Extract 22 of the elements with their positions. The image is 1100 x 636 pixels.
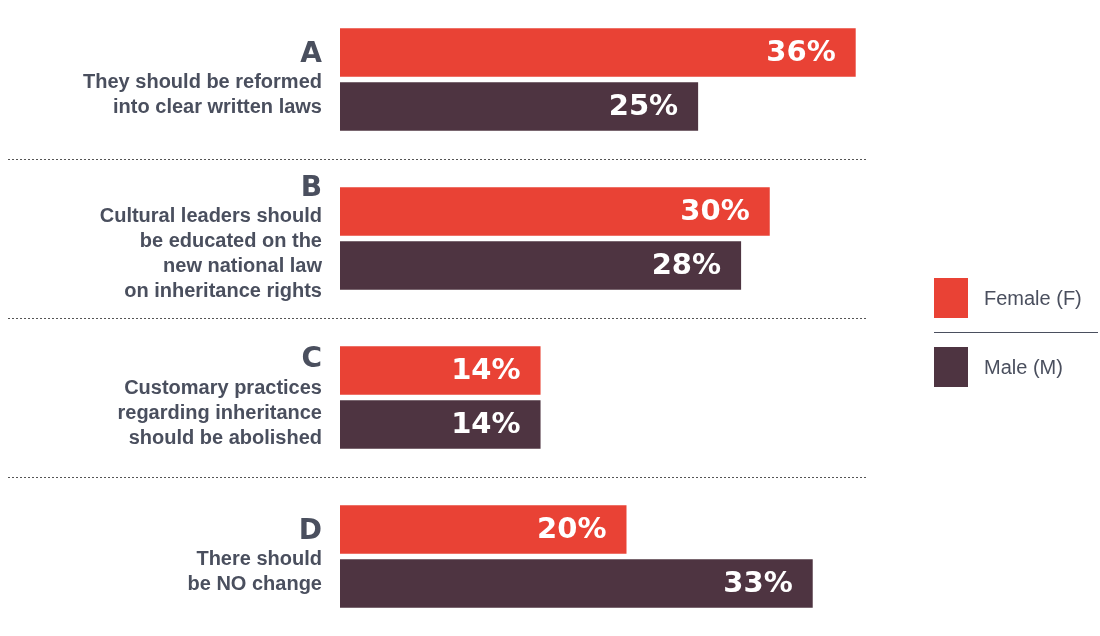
data-label: 20% (537, 511, 607, 545)
bar (340, 187, 770, 236)
data-label: 14% (451, 406, 521, 441)
bar (340, 241, 742, 290)
data-label: 30% (680, 193, 750, 227)
bar (340, 400, 541, 449)
y-tick-label: B Cultural leaders should be educated on the new national law on inheritance rights (99, 169, 323, 302)
bar (340, 82, 699, 131)
bar (340, 559, 813, 608)
y-tick-label: A They should be reformed into clear written laws (83, 35, 323, 118)
data-label: 28% (651, 247, 722, 282)
y-tick-label: C Customary practices regarding inheritance should be abolished (117, 341, 322, 448)
data-label: 25% (608, 88, 679, 123)
y-tick-label: D There should be NO change (187, 512, 322, 595)
data-label: 36% (766, 34, 836, 68)
data-label: 33% (723, 565, 793, 600)
bar (340, 28, 856, 77)
legend-label: Female (F) (984, 286, 1082, 310)
bar (340, 346, 541, 395)
bar (340, 505, 627, 554)
data-label: 14% (451, 352, 521, 386)
legend-label: Male (M) (984, 355, 1063, 379)
